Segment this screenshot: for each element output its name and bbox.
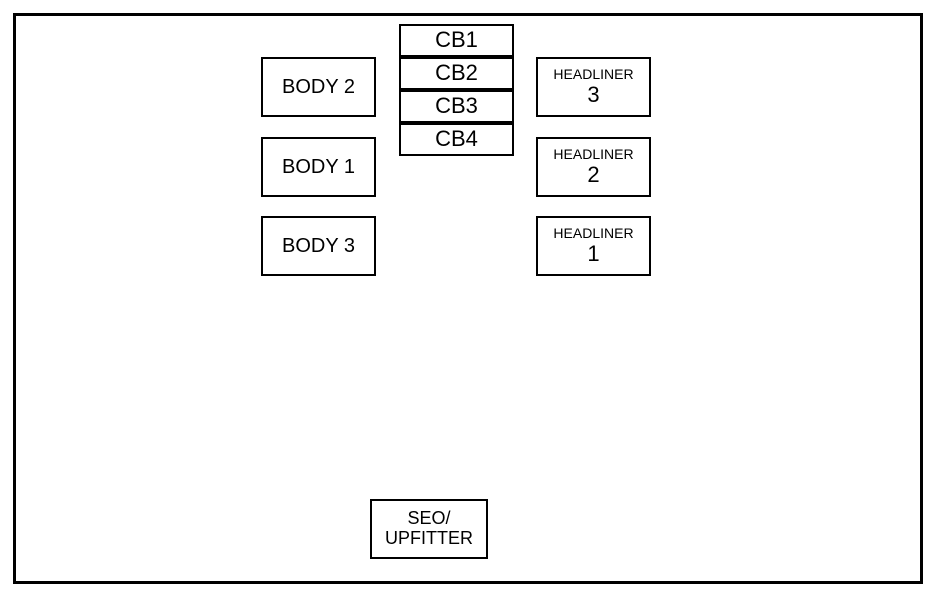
box-headliner3-label-line-0: HEADLINER (553, 67, 633, 82)
box-body1-label-line-0: BODY 1 (282, 156, 355, 178)
box-cb4-label-line-0: CB4 (435, 127, 478, 151)
box-body2-label-line-0: BODY 2 (282, 76, 355, 98)
box-headliner2: HEADLINER2 (536, 137, 651, 197)
box-cb4: CB4 (399, 123, 514, 156)
box-body1: BODY 1 (261, 137, 376, 197)
box-body3-label-line-0: BODY 3 (282, 235, 355, 257)
box-seo-upfitter-label-line-1: UPFITTER (385, 529, 473, 549)
box-cb2: CB2 (399, 57, 514, 90)
box-cb3-label-line-0: CB3 (435, 94, 478, 118)
box-cb3: CB3 (399, 90, 514, 123)
diagram-canvas: CB1CB2CB3CB4BODY 2BODY 1BODY 3HEADLINER3… (0, 0, 935, 598)
box-headliner1-label-line-0: HEADLINER (553, 226, 633, 241)
box-body3: BODY 3 (261, 216, 376, 276)
box-headliner2-label-line-1: 2 (587, 163, 599, 187)
box-cb2-label-line-0: CB2 (435, 61, 478, 85)
box-headliner1: HEADLINER1 (536, 216, 651, 276)
box-headliner3: HEADLINER3 (536, 57, 651, 117)
box-seo-upfitter-label-line-0: SEO/ (407, 509, 450, 529)
box-headliner3-label-line-1: 3 (587, 83, 599, 107)
box-seo-upfitter: SEO/UPFITTER (370, 499, 488, 559)
box-body2: BODY 2 (261, 57, 376, 117)
box-cb1: CB1 (399, 24, 514, 57)
box-headliner2-label-line-0: HEADLINER (553, 147, 633, 162)
box-cb1-label-line-0: CB1 (435, 28, 478, 52)
box-headliner1-label-line-1: 1 (587, 242, 599, 266)
